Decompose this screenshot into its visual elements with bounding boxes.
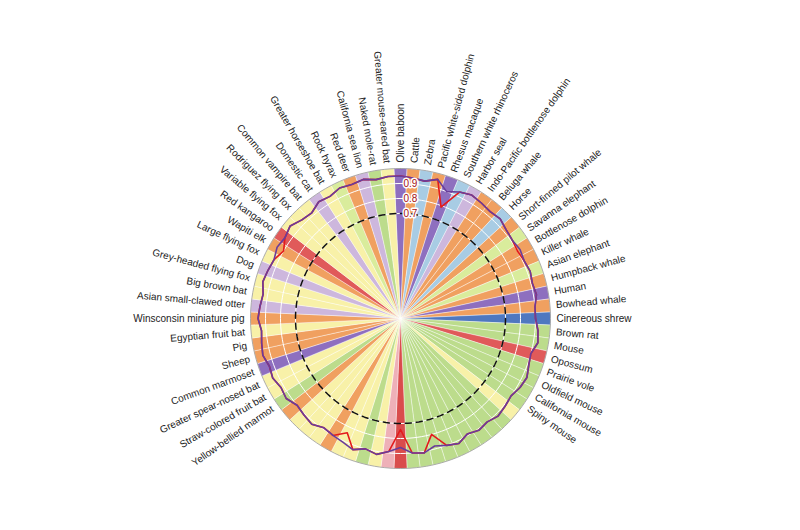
svg-text:Killer whale: Killer whale — [539, 225, 591, 258]
svg-text:Red kangaroo: Red kangaroo — [218, 188, 276, 234]
svg-text:Rodriguez flying fox: Rodriguez flying fox — [224, 142, 295, 212]
svg-text:Wapiti elk: Wapiti elk — [225, 214, 269, 245]
svg-text:Yellow-bellied marmot: Yellow-bellied marmot — [189, 403, 276, 469]
svg-text:Olive baboon: Olive baboon — [395, 104, 406, 163]
svg-text:Dog: Dog — [235, 253, 256, 270]
svg-text:Cinereous shrew: Cinereous shrew — [557, 313, 633, 324]
svg-text:0.7: 0.7 — [404, 208, 418, 219]
svg-text:California mouse: California mouse — [533, 391, 604, 439]
svg-text:Winsconsin miniature pig: Winsconsin miniature pig — [133, 313, 244, 324]
svg-text:Humpback whale: Humpback whale — [550, 253, 627, 284]
svg-text:Cattle: Cattle — [408, 136, 421, 163]
svg-text:Mouse: Mouse — [553, 340, 585, 356]
svg-text:California sea lion: California sea lion — [334, 89, 366, 170]
svg-text:Rhesus macaque: Rhesus macaque — [448, 96, 486, 174]
svg-text:Variable flying fox: Variable flying fox — [217, 163, 285, 223]
svg-text:Greater spear-nosed bat: Greater spear-nosed bat — [157, 379, 262, 436]
svg-text:Short-finned pilot whale: Short-finned pilot whale — [516, 146, 604, 223]
svg-text:Bowhead whale: Bowhead whale — [555, 293, 627, 310]
svg-text:Sheep: Sheep — [220, 353, 251, 371]
svg-text:Pig: Pig — [232, 340, 248, 353]
svg-text:Spiny mouse: Spiny mouse — [525, 403, 579, 445]
svg-text:Zebra: Zebra — [422, 138, 437, 166]
svg-text:Grey-headed flying fox: Grey-headed flying fox — [151, 246, 251, 283]
svg-text:Asian elephant: Asian elephant — [545, 237, 612, 270]
svg-text:Asian small-clawed otter: Asian small-clawed otter — [136, 289, 246, 311]
svg-text:Savanna elephant: Savanna elephant — [525, 178, 598, 234]
svg-text:Big brown bat: Big brown bat — [185, 275, 248, 297]
svg-text:Common marmoset: Common marmoset — [169, 366, 255, 406]
svg-text:Beluga whale: Beluga whale — [496, 149, 544, 203]
svg-text:Naked mole-rat: Naked mole-rat — [356, 97, 379, 166]
svg-text:Common vampire bat: Common vampire bat — [234, 122, 305, 203]
svg-text:Bottlenose dolphin: Bottlenose dolphin — [532, 194, 610, 245]
svg-text:Indo-Pacific bottlenose dolphi: Indo-Pacific bottlenose dolphin — [485, 76, 572, 194]
svg-text:Red deer: Red deer — [328, 131, 353, 174]
svg-text:Opossum: Opossum — [549, 353, 594, 375]
svg-text:Greater horseshoe bat: Greater horseshoe bat — [268, 93, 328, 186]
svg-text:0.9: 0.9 — [404, 178, 418, 189]
svg-text:Greater mouse-eared bat: Greater mouse-eared bat — [372, 51, 393, 164]
svg-text:Rock hyrax: Rock hyrax — [308, 129, 340, 180]
svg-text:Harbor seal: Harbor seal — [473, 135, 509, 186]
svg-text:0.8: 0.8 — [404, 193, 418, 204]
svg-text:Human: Human — [553, 280, 587, 296]
svg-text:Pacific white-sided dolphin: Pacific white-sided dolphin — [435, 52, 477, 170]
svg-text:Domestic cat: Domestic cat — [273, 140, 316, 194]
svg-text:Horse: Horse — [506, 185, 534, 212]
svg-text:Oldfield mouse: Oldfield mouse — [539, 379, 605, 418]
svg-text:Large flying fox: Large flying fox — [195, 218, 262, 258]
svg-text:Egyptian fruit bat: Egyptian fruit bat — [170, 326, 246, 344]
svg-text:Prairie vole: Prairie vole — [545, 366, 597, 394]
svg-text:Southern white rhinoceros: Southern white rhinoceros — [461, 69, 521, 180]
svg-text:Straw-colored fruit bat: Straw-colored fruit bat — [177, 391, 268, 450]
svg-text:Brown rat: Brown rat — [555, 326, 599, 341]
